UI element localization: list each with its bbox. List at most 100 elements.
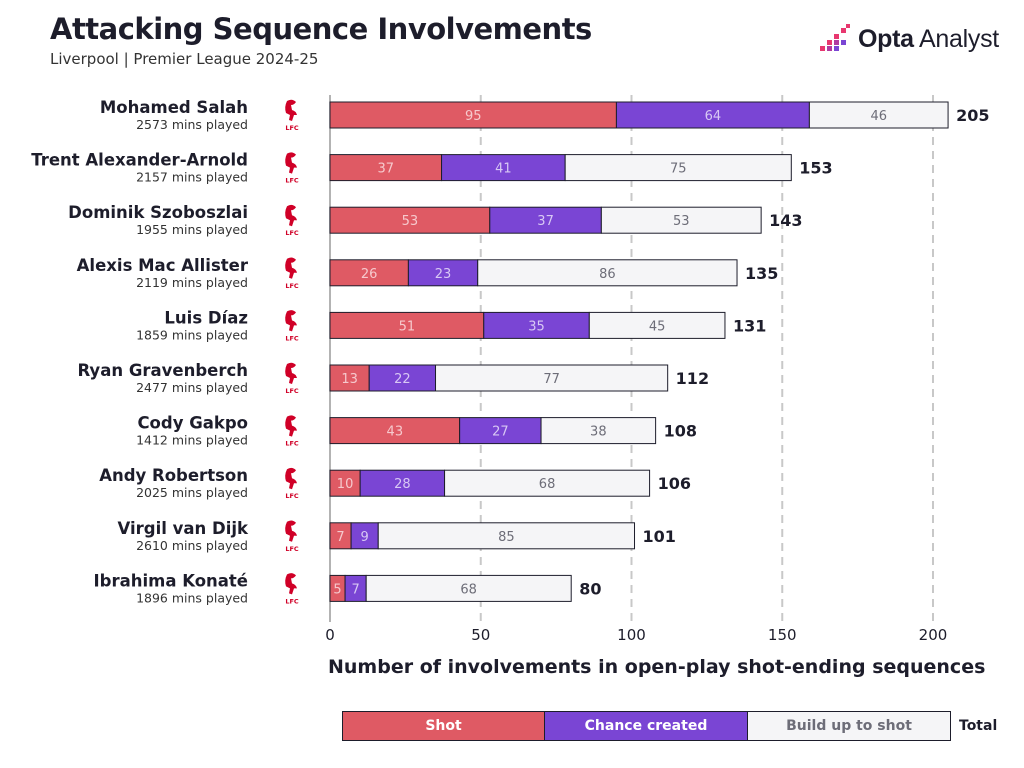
minutes-played: 2119 mins played: [136, 275, 248, 290]
bar-segment-build-up: [564, 154, 792, 182]
bar-value-label: 28: [394, 477, 411, 492]
bar-segment-build-up: [477, 259, 738, 287]
bar-total-label: 135: [745, 264, 778, 283]
minutes-played: 1412 mins played: [136, 433, 248, 448]
minutes-played: 1859 mins played: [136, 327, 248, 342]
opta-logo-icon: [820, 24, 850, 51]
chart-subtitle: Liverpool | Premier League 2024-25: [50, 50, 319, 68]
bar-total-label: 108: [664, 422, 697, 441]
bar-value-label: 10: [337, 477, 354, 492]
club-badge-text: LFC: [285, 282, 299, 290]
bar-value-label: 46: [870, 109, 887, 124]
x-tick-label: 50: [471, 626, 490, 644]
bar-value-label: 38: [590, 425, 607, 440]
bar-value-label: 95: [465, 109, 482, 124]
liverpool-crest-icon: [285, 257, 297, 279]
bar-segment-build-up: [365, 574, 572, 602]
player-name: Virgil van Dijk: [117, 519, 249, 538]
liverpool-crest-icon: [285, 204, 297, 227]
opta-analyst-logo: Opta Analyst: [820, 24, 999, 54]
bar-segment-shot: [329, 259, 409, 287]
player-name: Ibrahima Konaté: [94, 571, 249, 590]
brand-name: Opta Analyst: [858, 24, 999, 53]
bar-value-label: 26: [361, 267, 378, 282]
bar-value-label: 35: [528, 319, 545, 334]
club-badge-text: LFC: [285, 177, 299, 185]
bar-value-label: 64: [705, 109, 722, 124]
bar-value-label: 23: [435, 267, 452, 282]
club-badge-text: LFC: [285, 334, 299, 342]
player-name: Cody Gakpo: [137, 414, 248, 433]
bar-segment-build-up: [377, 522, 636, 550]
bar-value-label: 53: [402, 214, 419, 229]
club-badge-text: LFC: [285, 387, 299, 395]
club-badge-text: LFC: [285, 545, 299, 553]
legend-item-shot: Shot: [342, 711, 545, 741]
bar-total-label: 101: [643, 527, 676, 546]
bar-total-label: 112: [676, 369, 709, 388]
minutes-played: 1955 mins played: [136, 222, 248, 237]
bar-value-label: 75: [670, 162, 687, 177]
bar-value-label: 68: [460, 582, 477, 597]
bar-segment-shot: [329, 101, 617, 129]
bar-value-label: 41: [495, 162, 512, 177]
bar-segment-chance-created: [441, 154, 566, 182]
liverpool-crest-icon: [285, 310, 297, 332]
minutes-played: 2610 mins played: [136, 538, 248, 553]
bar-segment-chance-created: [615, 101, 810, 129]
player-name: Luis Díaz: [164, 308, 248, 327]
bar-total-label: 80: [579, 579, 601, 598]
x-tick-label: 150: [768, 626, 797, 644]
minutes-played: 1896 mins played: [136, 590, 248, 605]
legend-item-build-up: Build up to shot: [748, 711, 951, 741]
liverpool-crest-icon: [285, 152, 297, 174]
bar-total-label: 153: [799, 159, 832, 178]
bar-value-label: 53: [673, 214, 690, 229]
bar-segment-shot: [329, 417, 461, 445]
bar-value-label: 43: [387, 425, 404, 440]
liverpool-crest-icon: [285, 520, 297, 542]
bar-segment-chance-created: [489, 206, 602, 234]
club-badge-text: LFC: [285, 124, 299, 132]
club-badge-text: LFC: [285, 440, 299, 448]
minutes-played: 2025 mins played: [136, 485, 248, 500]
bar-value-label: 68: [539, 477, 556, 492]
bar-value-label: 13: [341, 372, 358, 387]
player-name: Dominik Szoboszlai: [68, 203, 248, 222]
bar-value-label: 86: [599, 267, 616, 282]
bar-total-label: 143: [769, 211, 802, 230]
chart-title: Attacking Sequence Involvements: [50, 12, 592, 46]
liverpool-crest-icon: [285, 467, 297, 490]
bar-total-label: 131: [733, 316, 766, 335]
bar-total-label: 205: [956, 106, 989, 125]
minutes-played: 2573 mins played: [136, 117, 248, 132]
player-name: Mohamed Salah: [100, 98, 248, 117]
liverpool-crest-icon: [285, 99, 297, 121]
bar-segment-shot: [329, 364, 370, 392]
liverpool-crest-icon: [285, 362, 297, 384]
x-tick-label: 0: [325, 626, 335, 644]
bar-segment-chance-created: [359, 469, 446, 497]
bar-value-label: 51: [399, 319, 416, 334]
bar-value-label: 77: [543, 372, 560, 387]
bar-segment-build-up: [540, 417, 657, 445]
bar-value-label: 9: [361, 530, 369, 545]
x-tick-label: 100: [617, 626, 646, 644]
bar-segment-shot: [329, 154, 443, 182]
club-badge-text: LFC: [285, 229, 299, 237]
liverpool-crest-icon: [285, 415, 297, 437]
bar-segment-chance-created: [350, 522, 379, 550]
bar-value-label: 37: [378, 162, 395, 177]
bar-value-label: 7: [351, 582, 359, 597]
bar-segment-build-up: [588, 311, 726, 339]
bar-value-label: 37: [537, 214, 554, 229]
bar-segment-shot: [329, 311, 485, 339]
bar-segment-build-up: [435, 364, 669, 392]
liverpool-crest-icon: [285, 573, 297, 595]
x-axis-label: Number of involvements in open-play shot…: [328, 656, 986, 678]
bar-segment-chance-created: [368, 364, 437, 392]
legend-total-label: Total: [959, 718, 998, 734]
player-name: Andy Robertson: [99, 466, 248, 485]
bar-value-label: 45: [649, 319, 666, 334]
